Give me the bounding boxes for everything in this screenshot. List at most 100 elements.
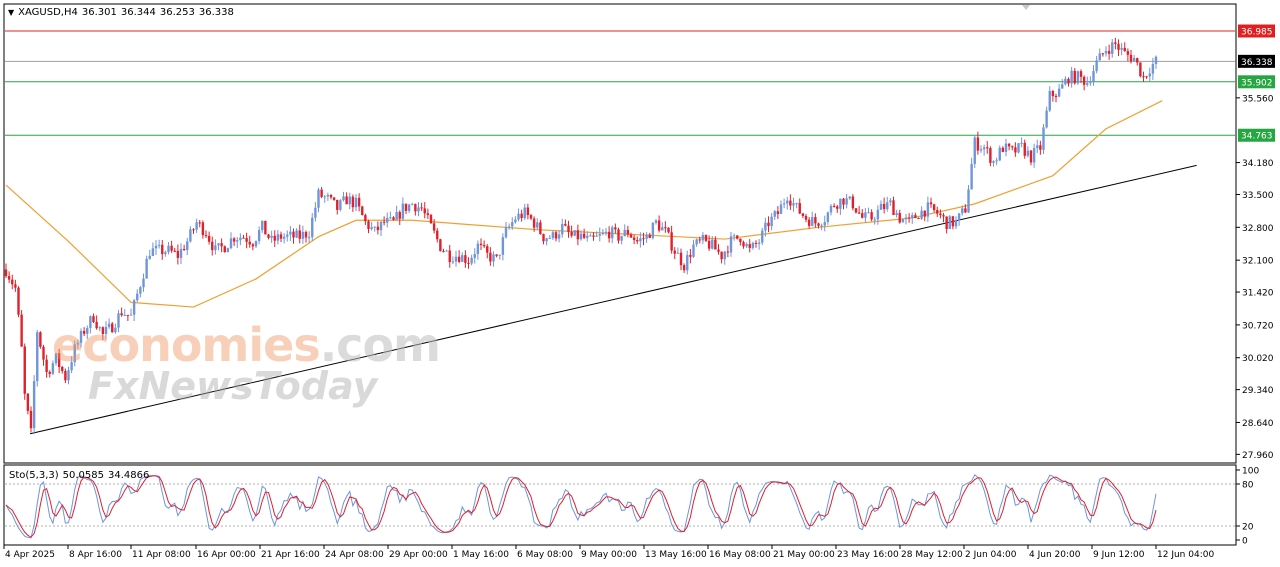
candle-body <box>532 218 536 228</box>
candle-body <box>132 300 136 315</box>
resistance-label: 36.985 <box>1241 28 1273 38</box>
candle-body <box>879 203 883 210</box>
candle-body <box>1017 143 1020 153</box>
stochastic-main-value: 50.0585 <box>62 470 104 481</box>
candle-body <box>967 189 970 213</box>
candle-body <box>711 239 714 249</box>
candle-body <box>1036 145 1039 149</box>
dropdown-triangle-icon[interactable]: ▼ <box>8 8 15 17</box>
price-levels <box>5 30 1235 136</box>
candle-body <box>929 202 933 205</box>
candle-body <box>23 346 26 394</box>
candle-body <box>939 213 942 216</box>
candle-body <box>620 236 623 241</box>
candle-body <box>1054 96 1058 98</box>
candle-body <box>289 231 292 235</box>
candle-body <box>1026 150 1030 156</box>
candle-body <box>1045 110 1048 128</box>
candle-body <box>139 287 142 294</box>
candle-body <box>742 242 745 247</box>
price-tick-label: 32.800 <box>1242 224 1274 234</box>
candle-body <box>1073 70 1076 84</box>
candle-body <box>645 234 648 239</box>
candle-body <box>542 234 545 242</box>
candle-body <box>29 410 33 429</box>
time-tick-label: 21 Apr 16:00 <box>261 550 320 560</box>
stochastic-signal-value: 34.4866 <box>108 470 150 481</box>
candle-body <box>764 222 767 231</box>
candle-body <box>364 215 367 222</box>
time-tick-label: 28 May 12:00 <box>901 550 963 560</box>
candle-body <box>801 213 805 216</box>
candle-body <box>889 200 892 203</box>
candle-body <box>961 208 964 214</box>
candle-body <box>751 242 755 248</box>
candle-body <box>1142 76 1145 78</box>
candle-body <box>964 208 967 213</box>
candle-body <box>657 220 661 231</box>
candle-body <box>998 147 1001 161</box>
stochastic-tick-label: 100 <box>1242 467 1259 477</box>
candle-body <box>795 203 798 205</box>
candle-body <box>570 231 573 236</box>
candle-body <box>1120 47 1123 50</box>
candle-body <box>251 244 255 247</box>
candle-body <box>826 212 830 223</box>
candle-body <box>586 235 589 238</box>
candle-body <box>417 207 420 212</box>
candle-body <box>911 215 914 218</box>
candles-layer <box>4 37 1158 435</box>
candle-body <box>448 250 451 263</box>
candle-body <box>720 251 723 260</box>
candle-body <box>7 276 11 280</box>
candle-body <box>254 241 258 247</box>
candle-body <box>1092 71 1095 82</box>
candle-body <box>1011 146 1014 148</box>
candle-body <box>873 219 876 221</box>
candle-body <box>411 204 414 206</box>
candle-body <box>951 216 955 227</box>
trendline[interactable] <box>29 164 1197 435</box>
candle-body <box>67 370 70 381</box>
candle-body <box>748 244 751 248</box>
candle-body <box>1151 64 1155 74</box>
time-tick-label: 16 May 08:00 <box>709 550 771 560</box>
candle-body <box>220 243 223 247</box>
time-tick-label: 4 Apr 2025 <box>5 550 55 560</box>
candle-body <box>211 241 214 251</box>
candle-body <box>101 327 105 334</box>
candle-body <box>664 227 667 229</box>
watermark-economies: economies.com <box>52 318 441 372</box>
candle-body <box>4 269 8 277</box>
candle-body <box>1023 142 1026 156</box>
candle-body <box>339 200 342 210</box>
candle-body <box>395 212 398 220</box>
time-axis: 4 Apr 2025 8 Apr 16:00 11 Apr 08:00 16 Apr … <box>3 545 1214 560</box>
candle-body <box>776 211 780 215</box>
candle-body <box>642 238 645 240</box>
candle-body <box>351 196 355 208</box>
candle-body <box>723 251 726 260</box>
candle-body <box>1070 70 1073 84</box>
candle-body <box>239 237 242 241</box>
candle-body <box>457 256 461 262</box>
candle-body <box>79 331 83 343</box>
candle-body <box>464 255 467 263</box>
candle-body <box>192 229 195 231</box>
candle-body <box>1007 143 1011 147</box>
candle-body <box>248 241 251 245</box>
candle-body <box>229 238 233 249</box>
candle-body <box>392 217 395 220</box>
price-axis: 35.560 34.180 33.500 32.800 32.100 31.420 30.7… <box>1236 94 1274 461</box>
candle-body <box>573 230 576 236</box>
candle-body <box>201 222 205 236</box>
candle-body <box>548 237 551 239</box>
candle-body <box>257 230 261 242</box>
candle-body <box>329 194 333 198</box>
candle-body <box>473 254 476 258</box>
candle-body <box>579 233 583 240</box>
current-price-label: 36.338 <box>1241 58 1273 68</box>
candle-body <box>561 223 564 235</box>
candle-body <box>686 255 689 271</box>
chart-shift-marker[interactable] <box>1022 5 1030 10</box>
